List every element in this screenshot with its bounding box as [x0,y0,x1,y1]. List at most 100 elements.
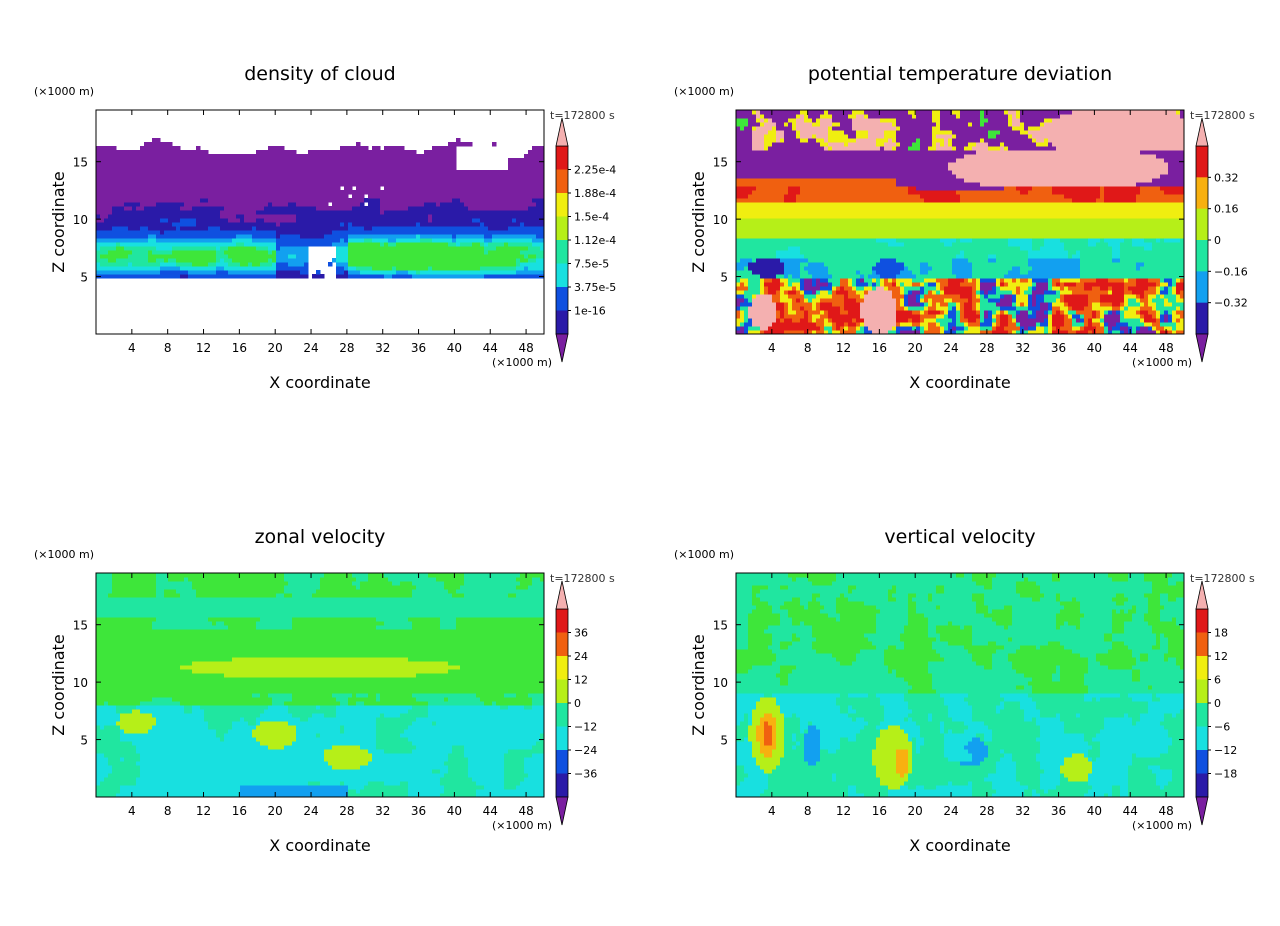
heatmap-cell [136,242,141,247]
heatmap-cell [444,170,449,175]
heatmap-cell [420,154,425,159]
heatmap-cell [396,166,401,171]
heatmap-cell [352,146,357,151]
heatmap-cell [428,230,433,235]
heatmap-cell [224,218,229,223]
heatmap-cell [248,270,253,275]
heatmap-cell [792,194,797,199]
heatmap-cell [768,114,773,119]
heatmap-cell [772,318,777,323]
heatmap-cell [452,274,457,279]
heatmap-cell [356,194,361,199]
heatmap-cell [820,114,825,119]
heatmap-cell [740,310,745,315]
heatmap-cell [448,270,453,275]
heatmap-cell [404,198,409,203]
heatmap-cell [788,246,793,251]
heatmap-cell [764,274,769,279]
heatmap-cell [184,218,189,223]
heatmap-cell [164,242,169,247]
heatmap-cell [464,174,469,179]
heatmap-cell [352,198,357,203]
heatmap-cell [196,166,201,171]
heatmap-cell [344,178,349,183]
heatmap-cell [812,322,817,327]
heatmap-cell [108,194,113,199]
heatmap-cell [292,230,297,235]
heatmap-cell [336,262,341,267]
heatmap-cell [788,122,793,127]
heatmap-cell [356,166,361,171]
colorbar-label: 2.25e-4 [574,164,616,177]
heatmap-cell [368,194,373,199]
heatmap-cell [456,274,461,279]
heatmap-cell [816,322,821,327]
heatmap-cell [144,170,149,175]
heatmap-cell [524,170,529,175]
heatmap-cell [208,190,213,195]
heatmap-cell [288,150,293,155]
heatmap-cell [512,222,517,227]
heatmap-cell [448,146,453,151]
heatmap-cell [524,190,529,195]
heatmap-cell [752,306,757,311]
heatmap-cell [424,230,429,235]
heatmap-cell [816,314,821,319]
heatmap-cell [748,226,753,231]
heatmap-cell [772,118,777,123]
heatmap-cell [208,174,213,179]
heatmap-cell [368,238,373,243]
heatmap-cell [804,250,809,255]
heatmap-cell [200,194,205,199]
heatmap-cell [764,134,769,139]
heatmap-cell [824,194,829,199]
heatmap-cell [764,162,769,167]
heatmap-cell [200,214,205,219]
heatmap-cell [244,222,249,227]
heatmap-cell [128,262,133,267]
heatmap-cell [488,234,493,239]
heatmap-cell [808,230,813,235]
heatmap-cell [448,194,453,199]
heatmap-cell [740,270,745,275]
heatmap-cell [468,258,473,263]
heatmap-cell [300,246,305,251]
heatmap-cell [104,166,109,171]
heatmap-cell [188,206,193,211]
heatmap-cell [196,146,201,151]
heatmap-cell [468,250,473,255]
heatmap-cell [464,190,469,195]
heatmap-cell [516,186,521,191]
heatmap-cell [780,330,785,335]
heatmap-cell [756,282,761,287]
heatmap-cell [428,238,433,243]
heatmap-cell [524,198,529,203]
heatmap-cell [760,322,765,327]
heatmap-cell [796,242,801,247]
heatmap-cell [808,154,813,159]
heatmap-cell [424,190,429,195]
heatmap-cell [424,234,429,239]
heatmap-cell [300,242,305,247]
heatmap-cell [124,250,129,255]
heatmap-cell [368,170,373,175]
heatmap-cell [792,138,797,143]
heatmap-cell [516,218,521,223]
heatmap-cell [740,194,745,199]
heatmap-cell [352,262,357,267]
heatmap-cell [460,170,465,175]
heatmap-cell [800,274,805,279]
heatmap-cell [116,158,121,163]
heatmap-cell [752,270,757,275]
heatmap-cell [340,178,345,183]
heatmap-cell [796,146,801,151]
heatmap-cell [212,190,217,195]
heatmap-cell [356,170,361,175]
heatmap-cell [464,246,469,251]
heatmap-cell [156,202,161,207]
heatmap-cell [740,178,745,183]
heatmap-cell [152,242,157,247]
heatmap-cell [196,246,201,251]
heatmap-cell [272,166,277,171]
heatmap-cell [296,274,301,279]
